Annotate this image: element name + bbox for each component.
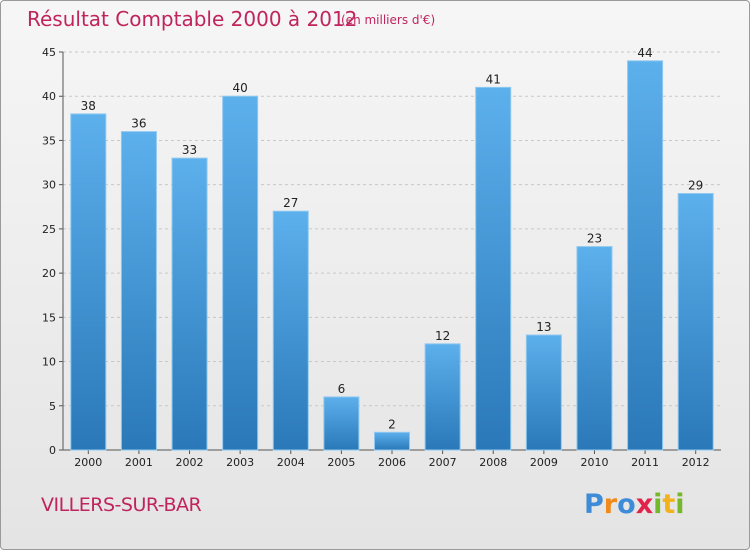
- x-tick-label: 2001: [125, 456, 153, 469]
- y-tick-label: 30: [42, 179, 56, 192]
- data-label: 44: [637, 46, 652, 60]
- data-label: 6: [338, 382, 346, 396]
- y-tick-label: 15: [42, 311, 56, 324]
- chart-subtitle: (en milliers d'€): [341, 13, 436, 27]
- y-tick-label: 20: [42, 267, 56, 280]
- bar: [120, 131, 157, 451]
- data-label: 40: [233, 81, 248, 95]
- x-tick-label: 2005: [327, 456, 355, 469]
- logo-letter: x: [635, 489, 654, 520]
- data-label: 13: [536, 320, 551, 334]
- x-tick-label: 2004: [277, 456, 305, 469]
- data-labels: 38 36 33 40 27 6 2 12 41 13 23 44 29: [81, 46, 704, 431]
- town-name: VILLERS-SUR-BAR: [41, 494, 202, 516]
- x-tick-label: 2007: [429, 456, 457, 469]
- logo-letter: P: [584, 489, 604, 520]
- bars: [70, 60, 714, 451]
- bar: [374, 431, 410, 451]
- grid-lines: [63, 51, 721, 451]
- data-label: 38: [81, 99, 96, 113]
- bar: [70, 113, 107, 451]
- x-tick-label: 2003: [226, 456, 254, 469]
- logo-letter: r: [603, 489, 618, 520]
- x-tick-label: 2010: [580, 456, 608, 469]
- logo-letter: t: [662, 489, 676, 520]
- bar: [525, 334, 562, 451]
- data-label: 41: [486, 72, 501, 86]
- data-label: 27: [283, 196, 298, 210]
- logo-letter: o: [617, 489, 636, 520]
- proxiti-logo: Proxiti: [584, 489, 685, 520]
- data-label: 2: [388, 417, 396, 431]
- logo-letter: i: [675, 489, 685, 520]
- y-tick-label: 40: [42, 90, 56, 103]
- bar: [475, 86, 512, 451]
- x-tick-label: 2009: [530, 456, 558, 469]
- y-tick-label: 35: [42, 134, 56, 147]
- data-label: 29: [688, 179, 703, 193]
- bar: [222, 95, 259, 451]
- y-tick-label: 5: [49, 400, 56, 413]
- x-tick-label: 2006: [378, 456, 406, 469]
- bar: [323, 396, 360, 451]
- data-label: 23: [587, 232, 602, 246]
- bar: [677, 193, 714, 451]
- y-tick-label: 25: [42, 223, 56, 236]
- data-label: 36: [131, 117, 146, 131]
- x-tick-label: 2012: [682, 456, 710, 469]
- bar: [576, 246, 613, 451]
- x-tick-label: 2000: [74, 456, 102, 469]
- y-tick-label: 45: [42, 46, 56, 59]
- y-tick-label: 10: [42, 356, 56, 369]
- x-tick-label: 2011: [631, 456, 659, 469]
- x-tick-label: 2002: [176, 456, 204, 469]
- bar: [171, 157, 208, 451]
- x-tick-label: 2008: [479, 456, 507, 469]
- bar: [627, 60, 664, 451]
- y-tick-label: 0: [49, 444, 56, 457]
- data-label: 12: [435, 329, 450, 343]
- bar: [424, 343, 461, 451]
- logo-letter: i: [653, 489, 663, 520]
- chart-title: Résultat Comptable 2000 à 2012: [27, 7, 358, 31]
- bar: [272, 210, 309, 451]
- data-label: 33: [182, 143, 197, 157]
